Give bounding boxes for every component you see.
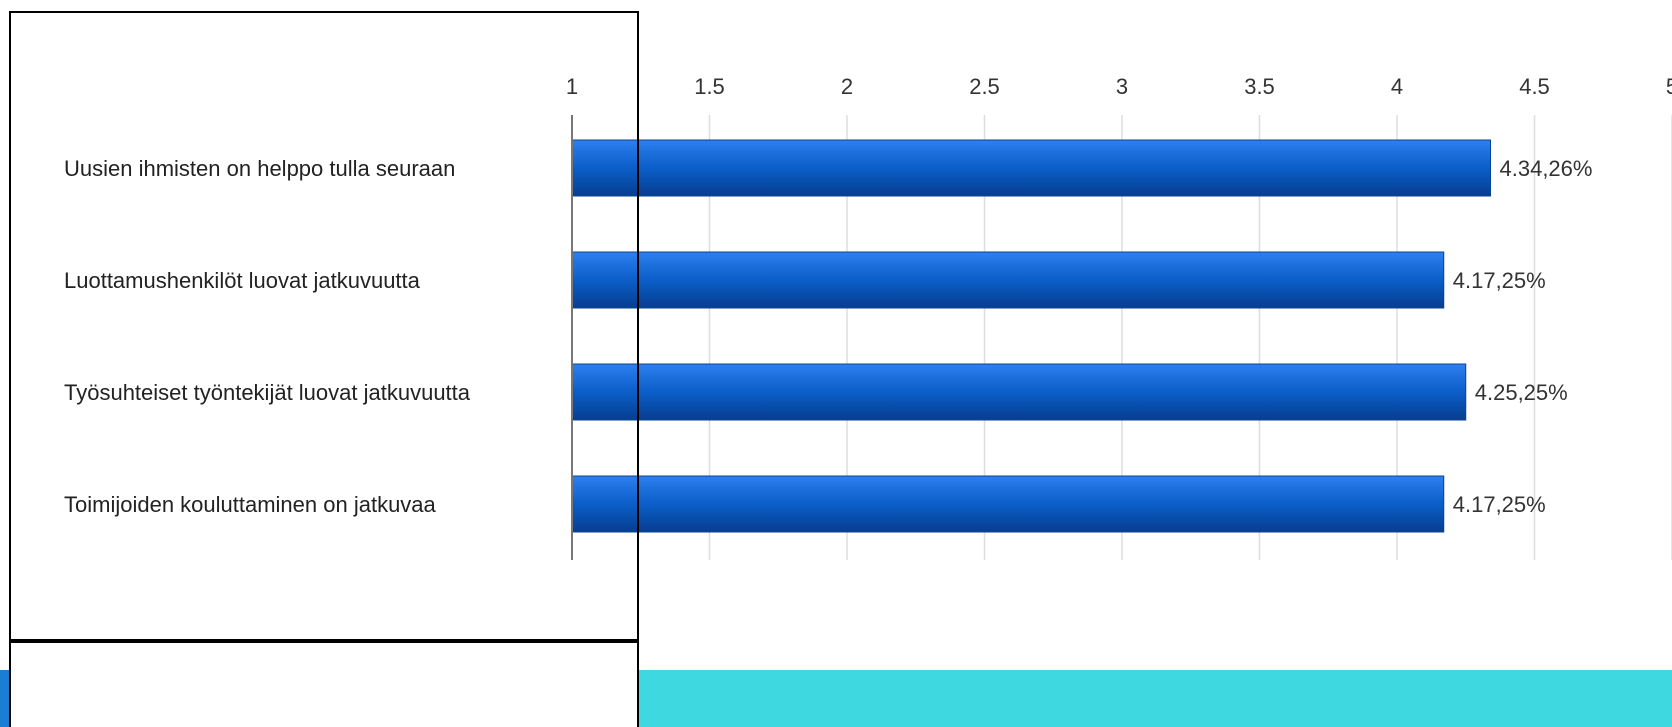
x-tick-label: 1: [566, 74, 578, 99]
outline-box: [9, 11, 639, 641]
bar: [571, 251, 1445, 309]
x-tick-label: 1.5: [694, 74, 725, 99]
category-label: Toimijoiden kouluttaminen on jatkuvaa: [64, 492, 437, 517]
data-label: 4.17,25%: [1453, 268, 1546, 293]
data-label: 4.17,25%: [1453, 492, 1546, 517]
category-label: Luottamushenkilöt luovat jatkuvuutta: [64, 268, 421, 293]
x-tick-label: 3.5: [1244, 74, 1275, 99]
x-tick-label: 4.5: [1519, 74, 1550, 99]
data-label: 4.34,26%: [1500, 156, 1593, 181]
category-label: Työsuhteiset työntekijät luovat jatkuvuu…: [64, 380, 471, 405]
x-axis-ticks: 1 1.5 2 2.5 3 3.5 4 4.5 5: [566, 74, 1672, 99]
x-tick-label: 4: [1391, 74, 1403, 99]
data-label: 4.25,25%: [1475, 380, 1568, 405]
bars: [571, 139, 1491, 533]
footer-panel: [9, 641, 639, 727]
x-tick-label: 2.5: [969, 74, 1000, 99]
x-tick-label: 3: [1116, 74, 1128, 99]
bar: [571, 363, 1467, 421]
bar: [571, 475, 1445, 533]
data-labels: 4.34,26% 4.17,25% 4.25,25% 4.17,25%: [1453, 156, 1593, 517]
x-tick-label: 5: [1666, 74, 1672, 99]
category-label: Uusien ihmisten on helppo tulla seuraan: [64, 156, 455, 181]
footer-accent: [0, 670, 9, 727]
bar: [571, 139, 1491, 197]
category-labels: Uusien ihmisten on helppo tulla seuraan L…: [64, 156, 471, 517]
x-tick-label: 2: [841, 74, 853, 99]
